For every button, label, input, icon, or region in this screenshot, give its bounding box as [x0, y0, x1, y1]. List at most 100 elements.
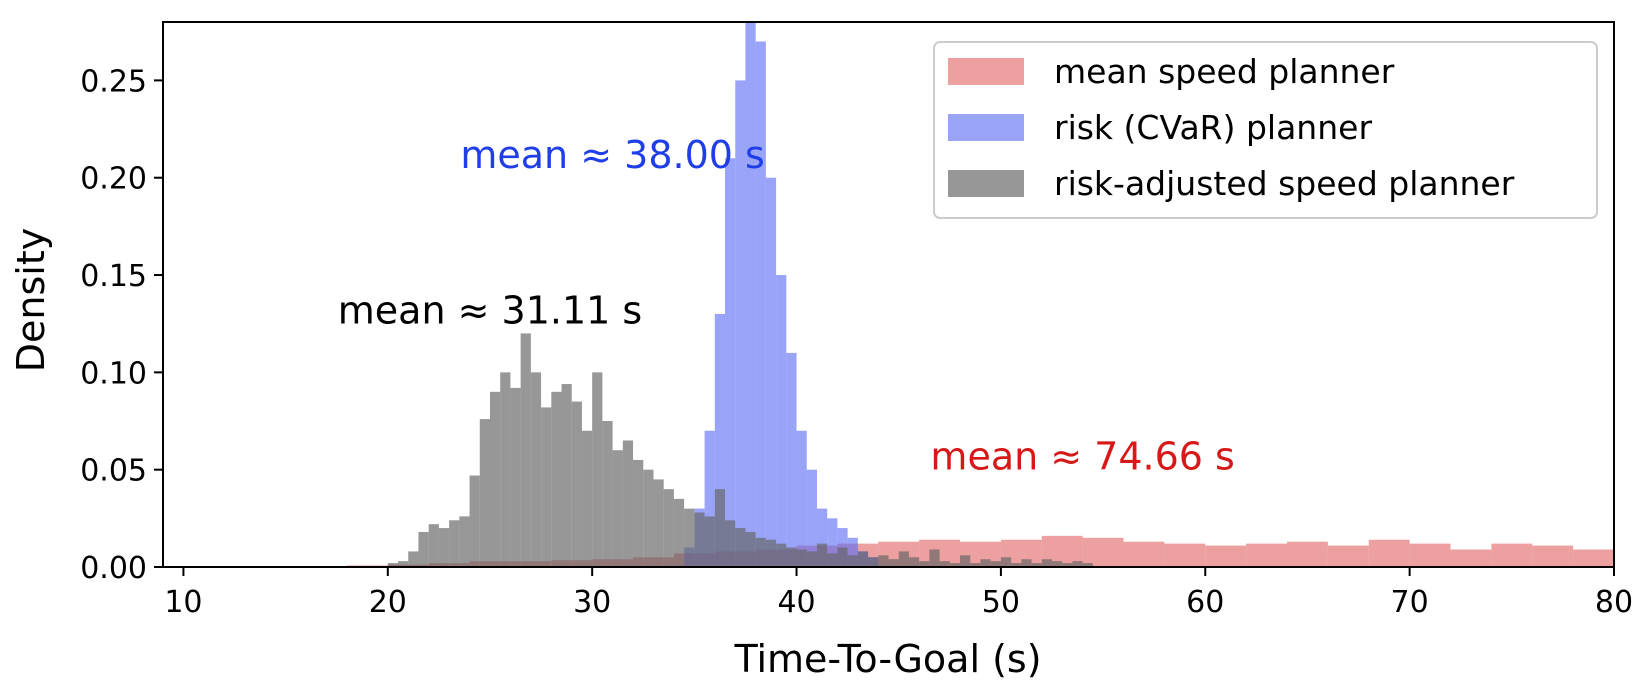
plot-frame	[162, 21, 1615, 568]
histogram-bar	[990, 561, 1001, 567]
histogram-bar	[663, 489, 674, 567]
histogram-bar	[868, 557, 879, 567]
histogram-bar	[847, 555, 858, 567]
histogram-bar	[520, 333, 531, 567]
histogram-bar	[704, 430, 715, 567]
legend-label-mean-speed: mean speed planner	[1054, 52, 1395, 91]
histogram-bar	[714, 313, 726, 567]
histogram-bar	[837, 547, 848, 567]
histogram-bar	[970, 563, 981, 567]
histogram-bar	[878, 555, 889, 567]
annotations-layer: mean ≈ 38.00 s mean ≈ 31.11 s mean ≈ 74.66…	[338, 133, 1235, 479]
histogram-bar	[816, 543, 828, 567]
histogram-bar	[827, 553, 838, 568]
histogram-bar	[469, 475, 480, 567]
histogram-bar	[1123, 541, 1165, 567]
histogram-bar	[745, 531, 756, 567]
histogram-bar	[888, 559, 899, 567]
histogram-bar	[479, 419, 490, 567]
histogram-bar	[908, 557, 920, 567]
histogram-bar	[806, 469, 817, 567]
x-tick-label: 10	[164, 585, 202, 620]
histogram-bar	[510, 387, 521, 567]
histogram-bar	[1031, 563, 1042, 567]
histogram-bar	[776, 543, 787, 567]
histogram-bar	[745, 22, 756, 567]
histogram-bar	[1287, 541, 1328, 567]
histogram-bar	[1205, 545, 1247, 567]
x-tick-label: 30	[573, 585, 611, 620]
histogram-bar	[1000, 557, 1012, 567]
y-tick-label: 0.05	[80, 454, 147, 489]
histogram-bar	[857, 551, 869, 567]
histogram-bar	[551, 391, 562, 567]
histogram-bar	[428, 524, 439, 567]
histogram-bar	[1327, 545, 1369, 567]
histogram-bar	[796, 549, 807, 567]
x-tick-label: 60	[1186, 585, 1224, 620]
histogram-bar	[755, 41, 766, 567]
histogram-bar	[816, 508, 828, 567]
histogram-bar	[1450, 549, 1492, 567]
histogram-bar	[1246, 543, 1288, 567]
histogram-bar	[1573, 549, 1614, 567]
histogram-bar	[602, 421, 613, 567]
legend-swatch-mean-speed	[948, 58, 1024, 85]
legend-swatch-risk-cvar	[948, 114, 1024, 141]
histogram-bar	[980, 559, 991, 567]
histogram-bar	[622, 440, 634, 567]
histogram-bar	[459, 516, 470, 567]
legend-label-risk-adjusted: risk-adjusted speed planner	[1054, 164, 1515, 203]
series-2-bars	[387, 333, 1093, 568]
series-1-bars	[684, 22, 879, 567]
histogram-bar	[438, 528, 450, 567]
histogram-bar	[387, 563, 399, 567]
histogram-bar	[949, 563, 961, 567]
histogram-bar	[633, 459, 644, 567]
histogram-bar	[489, 391, 501, 567]
histogram-bar	[1011, 563, 1022, 567]
histogram-bar	[735, 80, 746, 567]
y-tick-label: 0.15	[80, 259, 147, 294]
histogram-bar	[673, 498, 685, 568]
legend-swatch-risk-adjusted	[948, 170, 1024, 197]
legend: mean speed planner risk (CVaR) planner r…	[933, 41, 1598, 219]
histogram-bar	[919, 561, 930, 567]
histogram-bar	[714, 489, 726, 567]
y-tick-label: 0.00	[80, 551, 147, 586]
histogram-bar	[1532, 545, 1574, 567]
histogram-bar	[1082, 563, 1093, 567]
mean-annotation: mean ≈ 38.00 s	[460, 133, 764, 177]
histogram-bar	[786, 352, 797, 567]
histogram-bar	[571, 401, 582, 567]
y-axis-title: Density	[9, 228, 53, 372]
histogram-bar	[1062, 563, 1073, 567]
histogram-bar	[541, 407, 552, 567]
histogram-bar	[1041, 559, 1052, 567]
histogram-bar	[500, 372, 511, 567]
x-tick-label: 70	[1391, 585, 1429, 620]
histogram-bar	[837, 528, 848, 567]
mean-annotation: mean ≈ 31.11 s	[338, 289, 642, 333]
histogram-bar	[592, 372, 603, 567]
histogram-bar	[581, 430, 593, 567]
legend-label-risk-cvar: risk (CVaR) planner	[1054, 108, 1372, 147]
x-tick-label: 80	[1595, 585, 1633, 620]
histogram-bar	[1021, 559, 1032, 567]
x-tick-label: 50	[982, 585, 1020, 620]
histogram-bar	[530, 372, 542, 567]
histogram-bar	[1409, 543, 1451, 567]
histogram-bar	[735, 528, 746, 567]
bars-layer	[346, 22, 1614, 568]
histogram-bar	[1082, 537, 1124, 567]
histogram-bar	[643, 469, 654, 567]
histogram-bar	[418, 531, 429, 567]
histogram-bar	[827, 518, 838, 567]
histogram-bar	[806, 551, 817, 567]
histogram-bar	[776, 275, 787, 567]
mean-annotation: mean ≈ 74.66 s	[930, 435, 1234, 479]
histogram-bar	[1491, 543, 1533, 567]
histogram-bar	[694, 512, 705, 567]
histogram-bar	[449, 520, 460, 567]
